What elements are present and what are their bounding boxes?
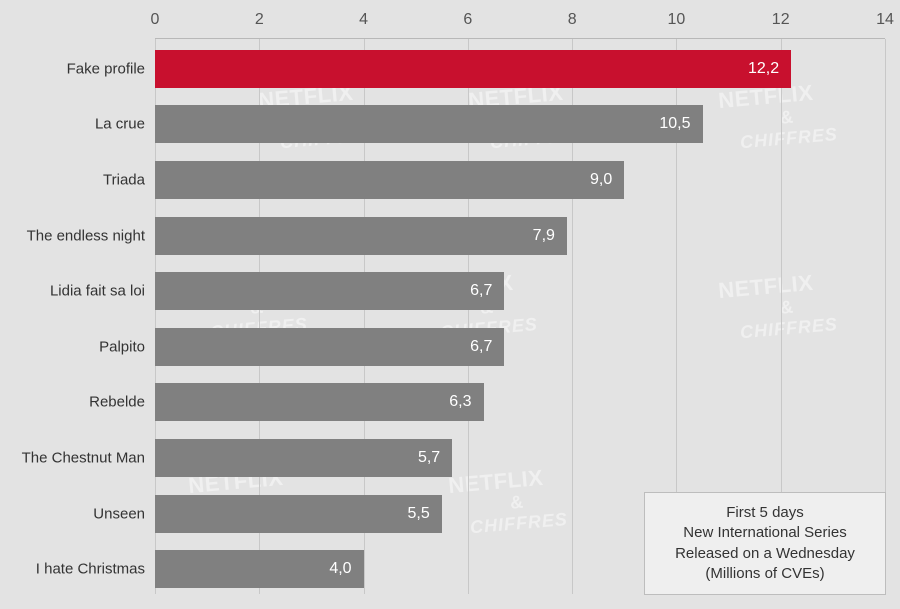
x-tick-label: 6 — [463, 11, 472, 29]
bar: 12,2 — [155, 50, 791, 88]
bar: 6,7 — [155, 272, 504, 310]
caption-box: First 5 days New International Series Re… — [644, 492, 886, 595]
bar: 4,0 — [155, 550, 364, 588]
y-axis-label: Unseen — [93, 505, 155, 522]
y-axis-label: Palpito — [99, 338, 155, 355]
x-tick-label: 14 — [876, 11, 894, 29]
bar: 7,9 — [155, 217, 567, 255]
x-tick-label: 8 — [568, 11, 577, 29]
bar-value-label: 10,5 — [659, 115, 690, 133]
bar-value-label: 5,7 — [418, 449, 440, 467]
y-axis-label: I hate Christmas — [36, 561, 155, 578]
x-tick-label: 2 — [255, 11, 264, 29]
x-tick-label: 10 — [668, 11, 686, 29]
bar-value-label: 6,7 — [470, 338, 492, 356]
caption-line: New International Series — [661, 523, 869, 543]
caption-line: (Millions of CVEs) — [661, 564, 869, 584]
bar-row: The endless night7,9 — [155, 217, 885, 255]
bar-row: Palpito6,7 — [155, 328, 885, 366]
bar-value-label: 12,2 — [748, 60, 779, 78]
bar-value-label: 9,0 — [590, 171, 612, 189]
bar-value-label: 7,9 — [533, 227, 555, 245]
caption-line: Released on a Wednesday — [661, 544, 869, 564]
y-axis-label: Lidia fait sa loi — [50, 283, 155, 300]
bar: 9,0 — [155, 161, 624, 199]
bar-row: Triada9,0 — [155, 161, 885, 199]
y-axis-label: The endless night — [27, 227, 155, 244]
y-axis-label: The Chestnut Man — [22, 450, 155, 467]
bar-value-label: 6,7 — [470, 282, 492, 300]
bar-row: Lidia fait sa loi6,7 — [155, 272, 885, 310]
x-tick-label: 12 — [772, 11, 790, 29]
x-tick-label: 4 — [359, 11, 368, 29]
bar-value-label: 5,5 — [408, 505, 430, 523]
bar: 6,7 — [155, 328, 504, 366]
bar-row: Rebelde6,3 — [155, 383, 885, 421]
bar-row: Fake profile12,2 — [155, 50, 885, 88]
y-axis-label: Fake profile — [67, 60, 155, 77]
caption-line: First 5 days — [661, 503, 869, 523]
bar-row: The Chestnut Man5,7 — [155, 439, 885, 477]
x-tick-label: 0 — [151, 11, 160, 29]
bar: 6,3 — [155, 383, 484, 421]
bar: 5,5 — [155, 495, 442, 533]
bar: 5,7 — [155, 439, 452, 477]
bar-value-label: 6,3 — [449, 393, 471, 411]
y-axis-label: La crue — [95, 116, 155, 133]
y-axis-label: Triada — [103, 172, 155, 189]
bar-value-label: 4,0 — [329, 560, 351, 578]
bar-row: La crue10,5 — [155, 105, 885, 143]
y-axis-label: Rebelde — [89, 394, 155, 411]
bar: 10,5 — [155, 105, 703, 143]
